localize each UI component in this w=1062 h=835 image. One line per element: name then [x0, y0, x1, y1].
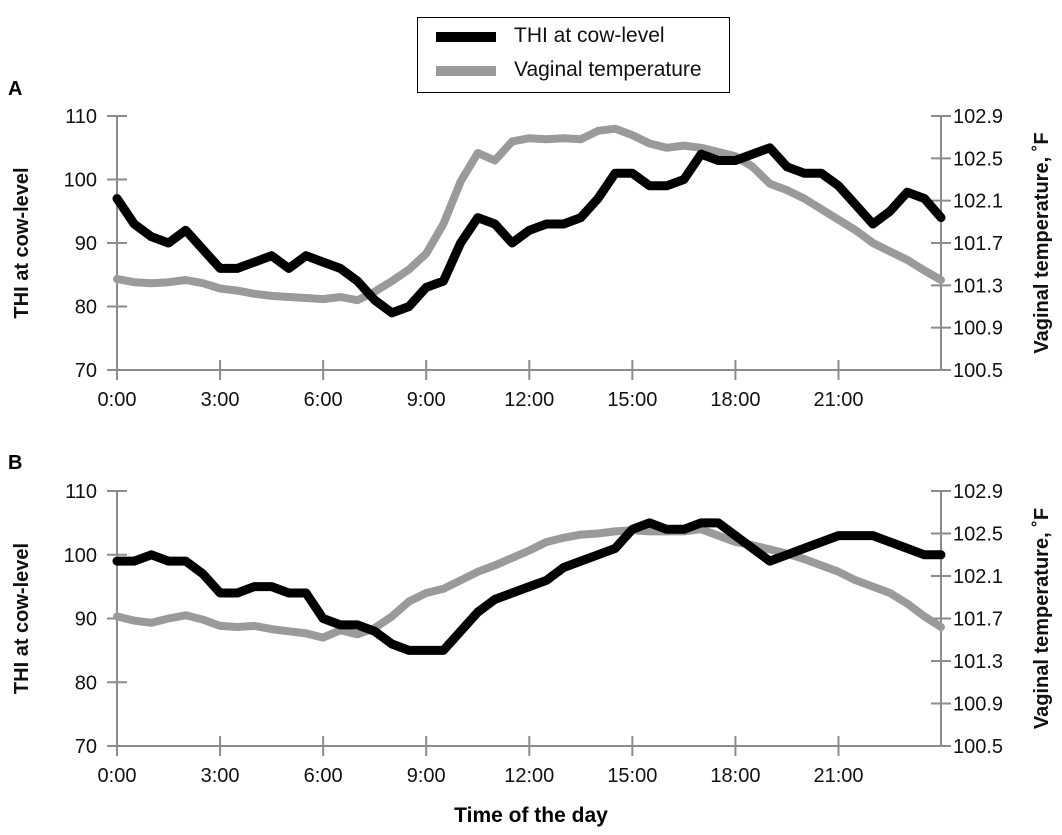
panel-a-left-tick-label: 100	[64, 170, 97, 192]
panel-a-right-tick-label: 100.5	[953, 360, 1003, 382]
chart-legend: THI at cow-level Vaginal temperature	[417, 17, 730, 93]
legend-swatch-vaginal-temp	[436, 66, 496, 76]
panel-b-x-tick-label: 9:00	[407, 765, 446, 787]
panel-b-right-tick-label: 101.7	[953, 609, 1003, 631]
panel-b-series-thi-line	[112, 518, 946, 655]
panel-b-left-tick-label: 110	[65, 481, 97, 503]
panel-a-x-tick-label: 3:00	[201, 389, 240, 411]
panel-a-series-vaginal-temperature-line	[113, 124, 945, 305]
panel-b-x-tick-label: 18:00	[710, 765, 760, 787]
legend-label-vaginal-temp: Vaginal temperature	[514, 58, 702, 81]
panel-a-x-tick-label: 21:00	[813, 389, 863, 411]
panel-b-right-tick-label: 102.5	[953, 524, 1003, 546]
panel-b-left-tick-label: 70	[75, 736, 97, 758]
panel-b-x-tick-label: 6:00	[304, 765, 343, 787]
legend-swatch-thi	[436, 32, 496, 42]
panel-b-right-tick-label: 100.9	[953, 694, 1003, 716]
panel-a-right-tick-label: 102.5	[953, 148, 1003, 170]
panel-a-right-tick-label: 101.7	[953, 233, 1003, 255]
panel-b-left-tick-label: 100	[64, 545, 97, 567]
panel-b-right-tick-label: 100.5	[953, 736, 1003, 758]
panel-a-series-thi-line	[112, 143, 946, 318]
panel-a-x-tick-label: 6:00	[304, 389, 343, 411]
panel-a-right-tick-label: 100.9	[953, 318, 1003, 340]
panel-b-x-tick-label: 0:00	[98, 765, 137, 787]
panel-b-left-tick-label: 90	[75, 609, 97, 631]
panel-a-x-tick-label: 18:00	[710, 389, 760, 411]
panel-a-left-tick-label: 90	[75, 233, 97, 255]
panel-a-left-tick-label: 110	[65, 106, 97, 128]
panel-a-x-tick-label: 9:00	[407, 389, 446, 411]
panel-b-y-axis-title: THI at cow-level	[11, 543, 33, 694]
panel-label-a: A	[8, 78, 23, 100]
panel-a-x-tick-label: 0:00	[98, 389, 137, 411]
panel-b-x-tick-label: 21:00	[813, 765, 863, 787]
legend-label-thi: THI at cow-level	[514, 24, 665, 47]
panel-label-b: B	[8, 452, 23, 474]
panel-a-right-tick-label: 102.9	[953, 106, 1003, 128]
panel-a-right-tick-label: 101.3	[953, 275, 1003, 297]
panel-a-left-tick-label: 70	[75, 360, 97, 382]
panel-a-y-axis-title: THI at cow-level	[11, 167, 33, 318]
panel-b-x-tick-label: 12:00	[504, 765, 554, 787]
panel-a-x-tick-label: 12:00	[504, 389, 554, 411]
panel-b-right-tick-label: 102.9	[953, 481, 1003, 503]
panel-b-x-tick-label: 15:00	[607, 765, 657, 787]
x-axis-title: Time of the day	[454, 804, 608, 827]
panel-b-right-tick-label: 101.3	[953, 651, 1003, 673]
panel-b-left-tick-label: 80	[75, 672, 97, 694]
panel-b-right-tick-label: 102.1	[953, 566, 1003, 588]
panel-b-series-vaginal-temperature-line	[113, 525, 945, 642]
panel-b-x-tick-label: 3:00	[201, 765, 240, 787]
panel-a-right-tick-label: 102.1	[953, 191, 1003, 213]
panel-a-left-tick-label: 80	[75, 297, 97, 319]
panel-a-y2-axis-title: Vaginal temperature, ˚F	[1030, 132, 1053, 353]
panel-a-x-tick-label: 15:00	[607, 389, 657, 411]
panel-b-y2-axis-title: Vaginal temperature, ˚F	[1030, 508, 1053, 729]
